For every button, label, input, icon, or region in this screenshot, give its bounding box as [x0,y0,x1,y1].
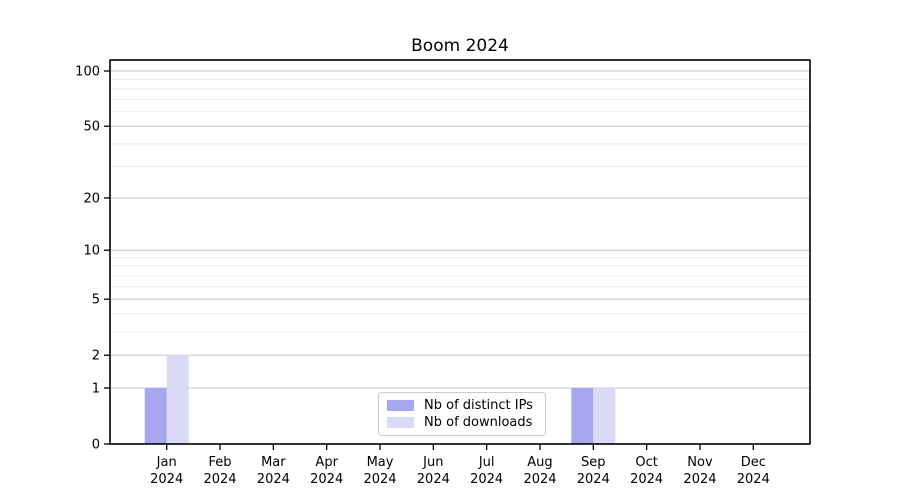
x-tick-label-month: Jan [156,455,177,470]
y-tick-label: 10 [83,244,100,259]
x-tick-label-month: Jul [478,455,495,470]
bar-downloads-jan [166,355,189,444]
x-tick-label-month: Aug [527,455,552,470]
x-tick-label-year: 2024 [737,472,770,487]
bar-distinct-ips-sep [571,387,594,444]
y-tick-label: 0 [92,438,100,453]
x-tick-label-month: May [367,455,394,470]
x-tick-label-year: 2024 [577,472,610,487]
x-tick-label-month: Mar [261,455,286,470]
legend-label-distinct-ips: Nb of distinct IPs [424,398,533,413]
x-tick-label-month: Feb [209,455,232,470]
x-tick-label-month: Oct [635,455,657,470]
x-tick-label-year: 2024 [417,472,450,487]
chart-title: Boom 2024 [411,36,509,56]
x-tick-label-year: 2024 [150,472,183,487]
y-tick-label: 5 [92,293,100,308]
x-tick-label-year: 2024 [630,472,663,487]
x-tick-label-month: Sep [581,455,606,470]
x-tick-label-month: Nov [687,455,713,470]
x-tick-label-month: Apr [315,455,338,470]
legend-item-downloads: Nb of downloads [387,414,537,431]
y-tick-label: 50 [83,120,100,135]
y-tick-label: 1 [92,381,100,396]
y-tick-label: 20 [83,191,100,206]
x-tick-label-year: 2024 [683,472,716,487]
x-tick-label-year: 2024 [523,472,556,487]
legend-swatch-downloads [387,417,414,428]
y-tick-label: 2 [92,349,100,364]
legend-item-distinct-ips: Nb of distinct IPs [387,397,537,414]
bar-downloads-sep [593,387,616,444]
y-tick-label: 100 [75,65,100,80]
x-tick-label-year: 2024 [470,472,503,487]
x-tick-label-year: 2024 [257,472,290,487]
legend-swatch-distinct-ips [387,400,414,411]
x-tick-label-year: 2024 [310,472,343,487]
bar-distinct-ips-jan [144,387,167,444]
legend: Nb of distinct IPs Nb of downloads [378,392,546,436]
x-tick-label-month: Jun [422,455,443,470]
legend-label-downloads: Nb of downloads [424,415,533,430]
x-tick-label-month: Dec [741,455,766,470]
x-tick-label-year: 2024 [363,472,396,487]
x-tick-label-year: 2024 [203,472,236,487]
axes-frame [109,59,811,445]
